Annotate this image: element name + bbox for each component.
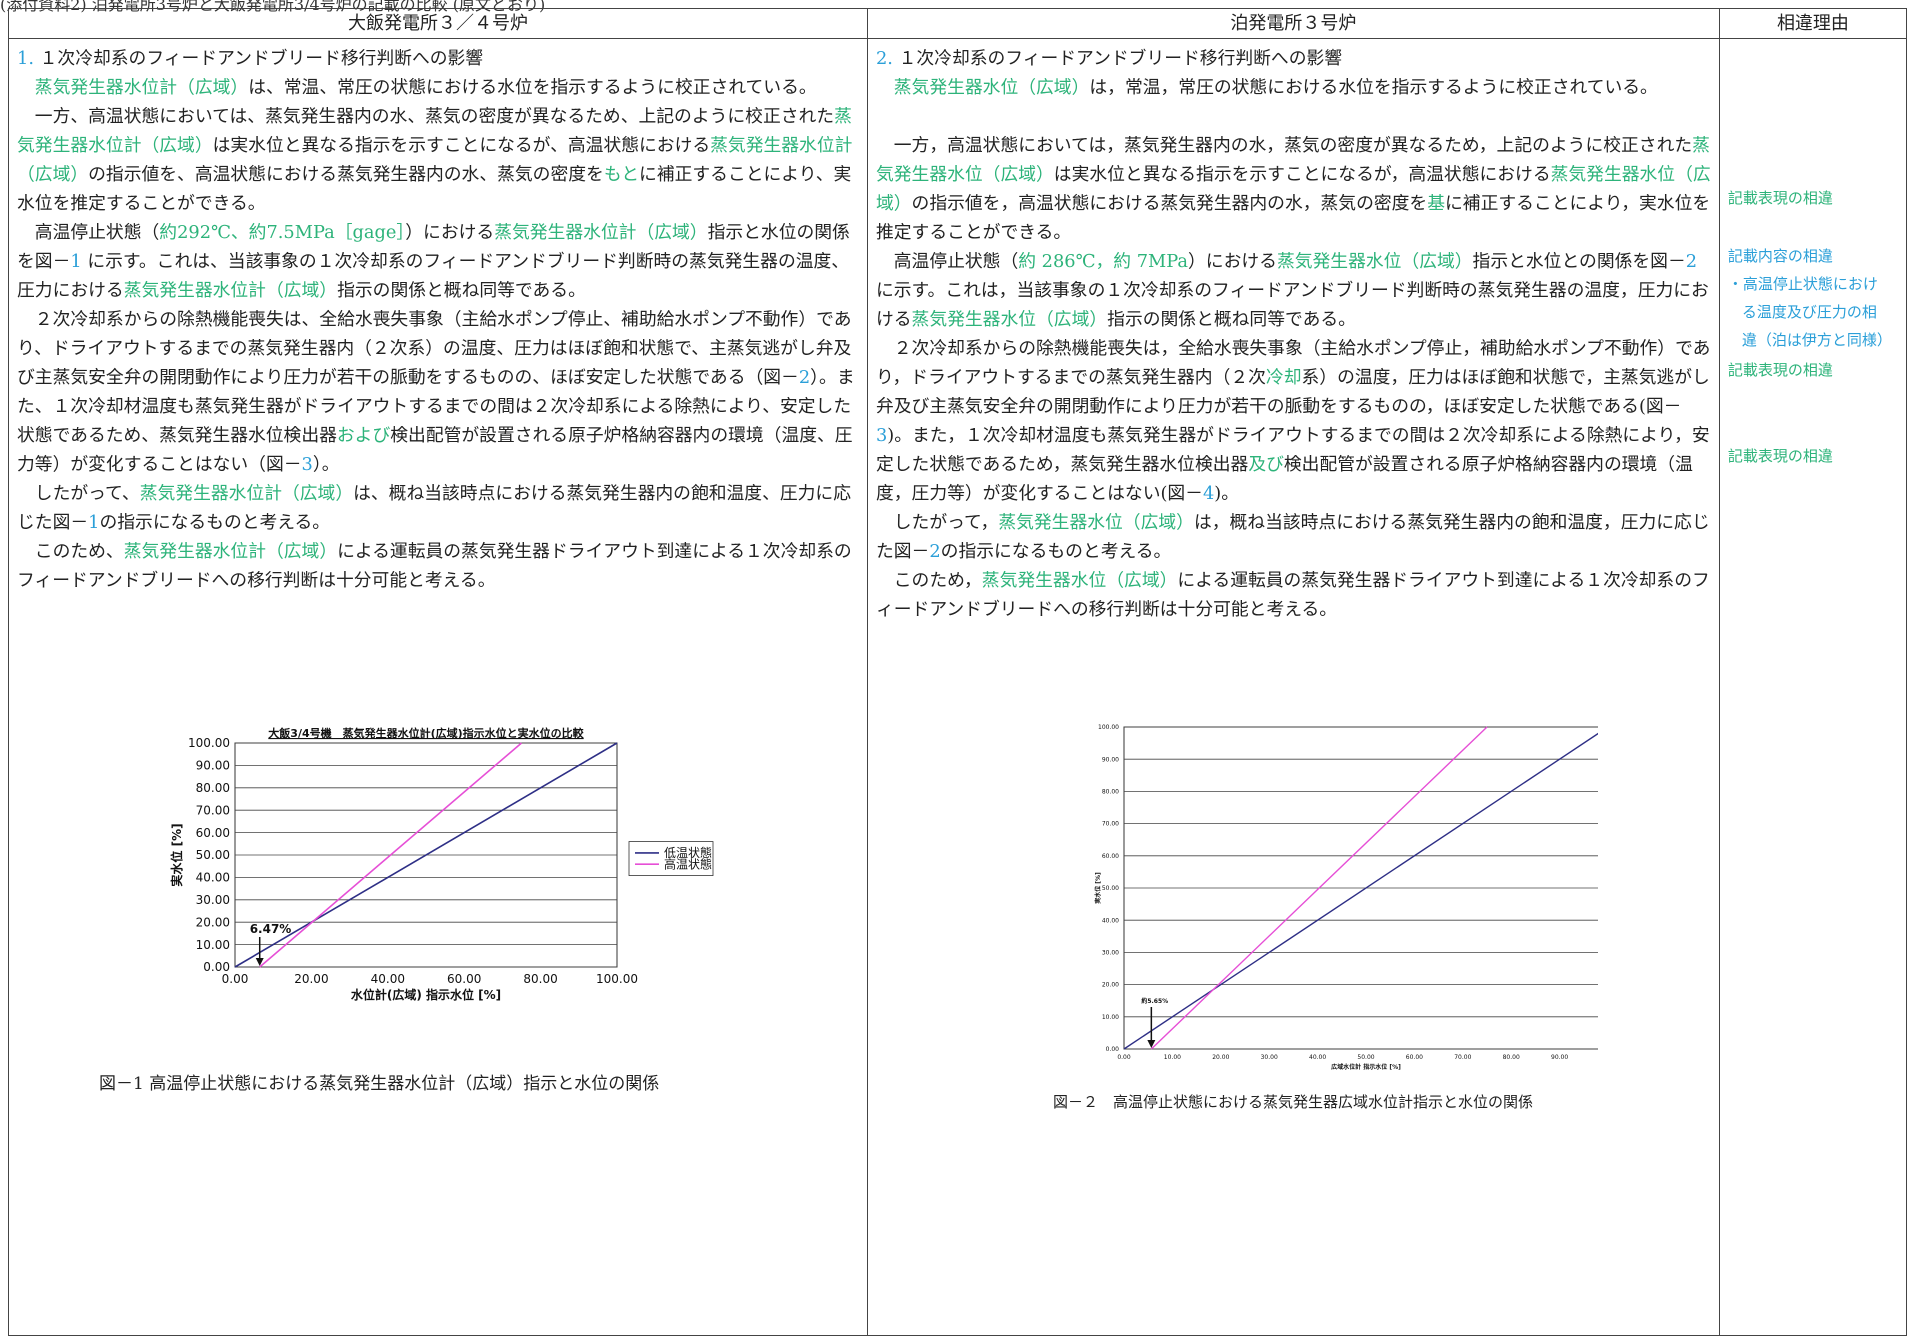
section-heading: 2. １次冷却系のフィードアンドブリード移行判断への影響 — [875, 48, 1343, 69]
x-tick-label: 50.00 — [1357, 1054, 1374, 1061]
paragraph-spacer — [876, 102, 1711, 131]
header-reason: 相違理由 — [1718, 8, 1907, 39]
reason-note: る温度及び圧力の相 — [1741, 303, 1877, 321]
y-tick-label: 10.00 — [196, 938, 230, 952]
y-tick-label: 80.00 — [196, 781, 230, 795]
x-tick-label: 100.00 — [596, 972, 638, 986]
x-tick-label: 70.00 — [1454, 1054, 1471, 1061]
paragraph-5: したがって，蒸気発生器水位（広域）は，概ね当該時点における蒸気発生器内の飽和温度… — [875, 512, 1710, 562]
header-tomari: 泊発電所３号炉 — [866, 8, 1720, 39]
paragraph-5: したがって、蒸気発生器水位計（広域）は、概ね当該時点における蒸気発生器内の飽和温… — [17, 483, 851, 533]
series-line — [1123, 732, 1598, 1050]
x-tick-label: 90.00 — [1551, 1054, 1568, 1061]
x-axis-label: 水位計(広域) 指示水位 [%] — [351, 987, 501, 1002]
y-tick-label: 30.00 — [1102, 950, 1119, 957]
tomari-level-chart: 0.00 10.00 20.00 30.00 40.00 50.00 60.00 70.00 8… — [1094, 724, 1598, 1071]
chart-title: 大飯3/4号機 蒸気発生器水位計(広域)指示水位と実水位の比較 — [268, 726, 584, 740]
y-tick-label: 0.00 — [1106, 1046, 1120, 1053]
y-tick-label: 40.00 — [196, 871, 230, 885]
reason-note: 記載表現の相違 — [1727, 361, 1833, 379]
x-tick-label: 0.00 — [222, 972, 249, 986]
legend-box — [628, 841, 714, 876]
paragraph-1: 蒸気発生器水位（広域）は，常温，常圧の状態における水位を指示するように校正されて… — [893, 77, 1658, 98]
annotation-label: 6.47% — [250, 922, 292, 936]
ohi-level-chart: 大飯3/4号機 蒸気発生器水位計(広域)指示水位と実水位の比較 0.00 10.00… — [169, 726, 714, 1002]
y-tick-label: 30.00 — [196, 893, 230, 907]
x-tick-label: 40.00 — [371, 972, 405, 986]
tomari-figure-caption: 図－２ 高温停止状態における蒸気発生器広域水位計指示と水位の関係 — [1052, 1093, 1533, 1111]
x-tick-label: 0.00 — [1117, 1054, 1131, 1061]
y-axis-label: 実水位 [%] — [1094, 872, 1102, 904]
reason-note: 記載表現の相違 — [1727, 447, 1833, 465]
tomari-column: 2. １次冷却系のフィードアンドブリード移行判断への影響 蒸気発生器水位（広域）… — [866, 38, 1720, 1336]
reason-note: ・高温停止状態におけ — [1727, 275, 1878, 293]
y-tick-label: 90.00 — [1102, 756, 1119, 763]
y-tick-label: 100.00 — [188, 736, 230, 750]
ohi-figure-caption: 図－1 高温停止状態における蒸気発生器水位計（広域）指示と水位の関係 — [99, 1074, 660, 1094]
paragraph-6: このため，蒸気発生器水位（広域）による運転員の蒸気発生器ドライアウト到達による１… — [875, 570, 1710, 620]
x-tick-label: 40.00 — [1309, 1054, 1326, 1061]
paragraph-4: ２次冷却系からの除熱機能喪失は、全給水喪失事象（主給水ポンプ停止、補助給水ポンプ… — [17, 309, 855, 475]
y-tick-label: 60.00 — [196, 826, 230, 840]
paragraph-6: このため、蒸気発生器水位計（広域）による運転員の蒸気発生器ドライアウト到達による… — [17, 541, 852, 591]
x-tick-label: 20.00 — [1212, 1054, 1229, 1061]
y-axis-label: 実水位 [%] — [169, 823, 184, 886]
tomari-text: 2. １次冷却系のフィードアンドブリード移行判断への影響 蒸気発生器水位（広域）… — [868, 39, 1719, 624]
paragraph-4: ２次冷却系からの除熱機能喪失は，全給水喪失事象（主給水ポンプ停止，補助給水ポンプ… — [875, 338, 1711, 504]
legend-label: 低温状態 — [664, 845, 712, 860]
reason-note: 違（泊は伊方と同様） — [1741, 331, 1892, 349]
annotation-label: 約5.65% — [1141, 997, 1168, 1005]
y-tick-label: 80.00 — [1102, 789, 1119, 796]
x-tick-label: 80.00 — [1503, 1054, 1520, 1061]
y-tick-label: 20.00 — [1102, 982, 1119, 989]
reason-column: 記載表現の相違 記載内容の相違 ・高温停止状態におけ る温度及び圧力の相 違（泊… — [1718, 38, 1907, 1336]
paragraph-3: 高温停止状態（約 286℃，約 7MPa）における蒸気発生器水位（広域）指示と水… — [875, 251, 1709, 330]
y-tick-label: 60.00 — [1102, 853, 1119, 860]
x-tick-label: 80.00 — [523, 972, 557, 986]
x-tick-label: 100.00 — [1597, 1054, 1598, 1061]
x-tick-label: 60.00 — [1406, 1054, 1423, 1061]
y-tick-label: 90.00 — [196, 759, 230, 773]
x-axis-label: 広域水位計 指示水位 [%] — [1331, 1063, 1401, 1071]
reason-note: 記載表現の相違 — [1727, 189, 1833, 207]
y-tick-label: 0.00 — [203, 960, 230, 974]
y-tick-label: 50.00 — [1102, 885, 1119, 892]
x-tick-label: 30.00 — [1261, 1054, 1278, 1061]
y-tick-label: 70.00 — [1102, 821, 1119, 828]
header-ohi: 大飯発電所３／４号炉 — [8, 8, 868, 39]
series-line — [1150, 726, 1488, 1050]
reason-note: 記載内容の相違 — [1727, 247, 1833, 265]
y-tick-label: 70.00 — [196, 803, 230, 817]
comparison-table: 大飯発電所３／４号炉 泊発電所３号炉 相違理由 1. １次冷却系のフィードアンド… — [8, 8, 1907, 1336]
series-line — [259, 742, 523, 968]
ohi-text: 1. １次冷却系のフィードアンドブリード移行判断への影響 蒸気発生器水位計（広域… — [9, 39, 867, 595]
annotation-arrowhead — [255, 958, 264, 966]
y-tick-label: 20.00 — [196, 915, 230, 929]
y-tick-label: 10.00 — [1102, 1014, 1119, 1021]
section-heading: 1. １次冷却系のフィードアンドブリード移行判断への影響 — [17, 48, 484, 69]
annotation-arrowhead — [1147, 1040, 1156, 1048]
legend-label: 高温状態 — [664, 856, 712, 871]
paragraph-1: 蒸気発生器水位計（広域）は、常温、常圧の状態における水位を指示するように校正され… — [34, 77, 817, 98]
y-tick-label: 40.00 — [1102, 917, 1119, 924]
series-line — [234, 742, 618, 968]
x-tick-label: 10.00 — [1164, 1054, 1181, 1061]
x-tick-label: 60.00 — [447, 972, 481, 986]
paragraph-3: 高温停止状態（約292℃、約7.5MPa［gage］）における蒸気発生器水位計（… — [17, 222, 850, 301]
y-tick-label: 50.00 — [196, 848, 230, 862]
x-tick-label: 20.00 — [294, 972, 328, 986]
y-tick-label: 100.00 — [1098, 724, 1119, 731]
paragraph-2: 一方、高温状態においては、蒸気発生器内の水、蒸気の密度が異なるため、上記のように… — [17, 106, 853, 214]
ohi-column: 1. １次冷却系のフィードアンドブリード移行判断への影響 蒸気発生器水位計（広域… — [8, 38, 868, 1336]
paragraph-2: 一方，高温状態においては，蒸気発生器内の水，蒸気の密度が異なるため，上記のように… — [875, 135, 1711, 243]
